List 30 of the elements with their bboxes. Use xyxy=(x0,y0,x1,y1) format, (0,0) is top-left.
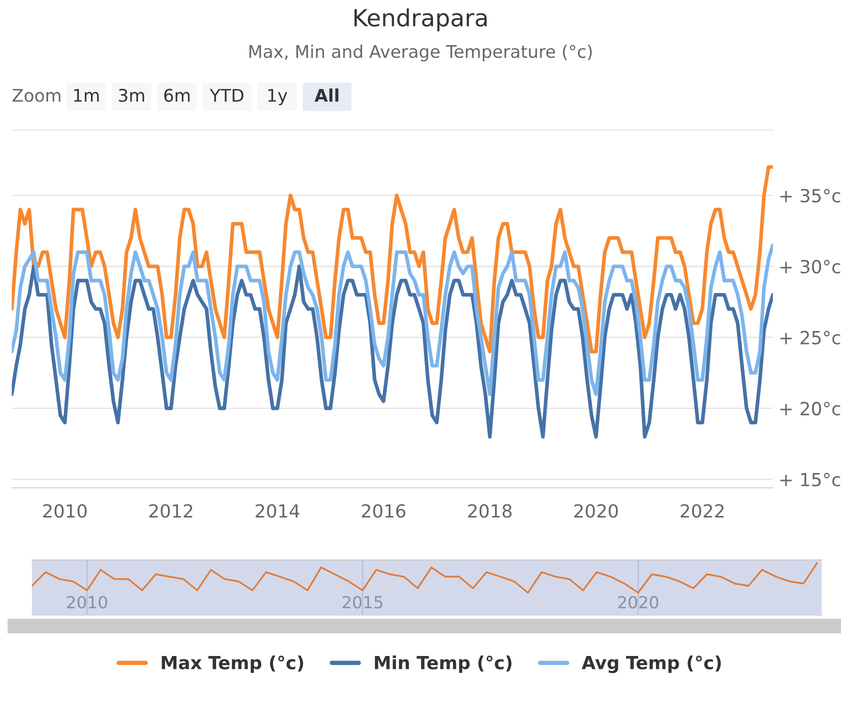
text: 1y xyxy=(268,88,288,106)
y-tick-label: + 30°c xyxy=(780,260,840,274)
chart-subtitle: Max, Min and Average Temperature (°c) xyxy=(249,44,592,62)
x-tick-label: 2014 xyxy=(256,504,300,518)
x-tick-label: 2020 xyxy=(618,596,658,609)
x-tick-label: 2010 xyxy=(67,596,108,609)
text: 3m xyxy=(118,88,144,102)
x-tick-label: 2022 xyxy=(680,504,724,518)
y-tick-label: + 15°c xyxy=(780,472,840,486)
line-series xyxy=(12,264,773,439)
line-series xyxy=(12,165,773,354)
x-tick-label: 2015 xyxy=(342,596,382,609)
text: Zoom xyxy=(12,88,60,102)
legend-label: Min Temp (°c) xyxy=(374,655,512,673)
text: All xyxy=(314,88,338,102)
x-tick-label: 2018 xyxy=(468,504,512,518)
legend-label: Avg Temp (°c) xyxy=(582,655,721,674)
legend-label: Max Temp (°c) xyxy=(162,655,304,673)
line-series xyxy=(12,243,773,396)
text: YTD xyxy=(210,88,244,102)
x-tick-label: 2016 xyxy=(362,504,406,518)
x-tick-label: 2020 xyxy=(574,504,618,518)
chart-title: Kendrapara xyxy=(354,8,487,32)
text: 1m xyxy=(74,88,99,102)
text: 6m xyxy=(164,88,190,102)
x-tick-label: 2012 xyxy=(149,504,192,518)
y-tick-label: + 20°c xyxy=(780,402,840,416)
y-tick-label: + 25°c xyxy=(780,330,840,344)
y-tick-label: + 35°c xyxy=(780,188,840,203)
x-tick-label: 2010 xyxy=(43,504,87,518)
